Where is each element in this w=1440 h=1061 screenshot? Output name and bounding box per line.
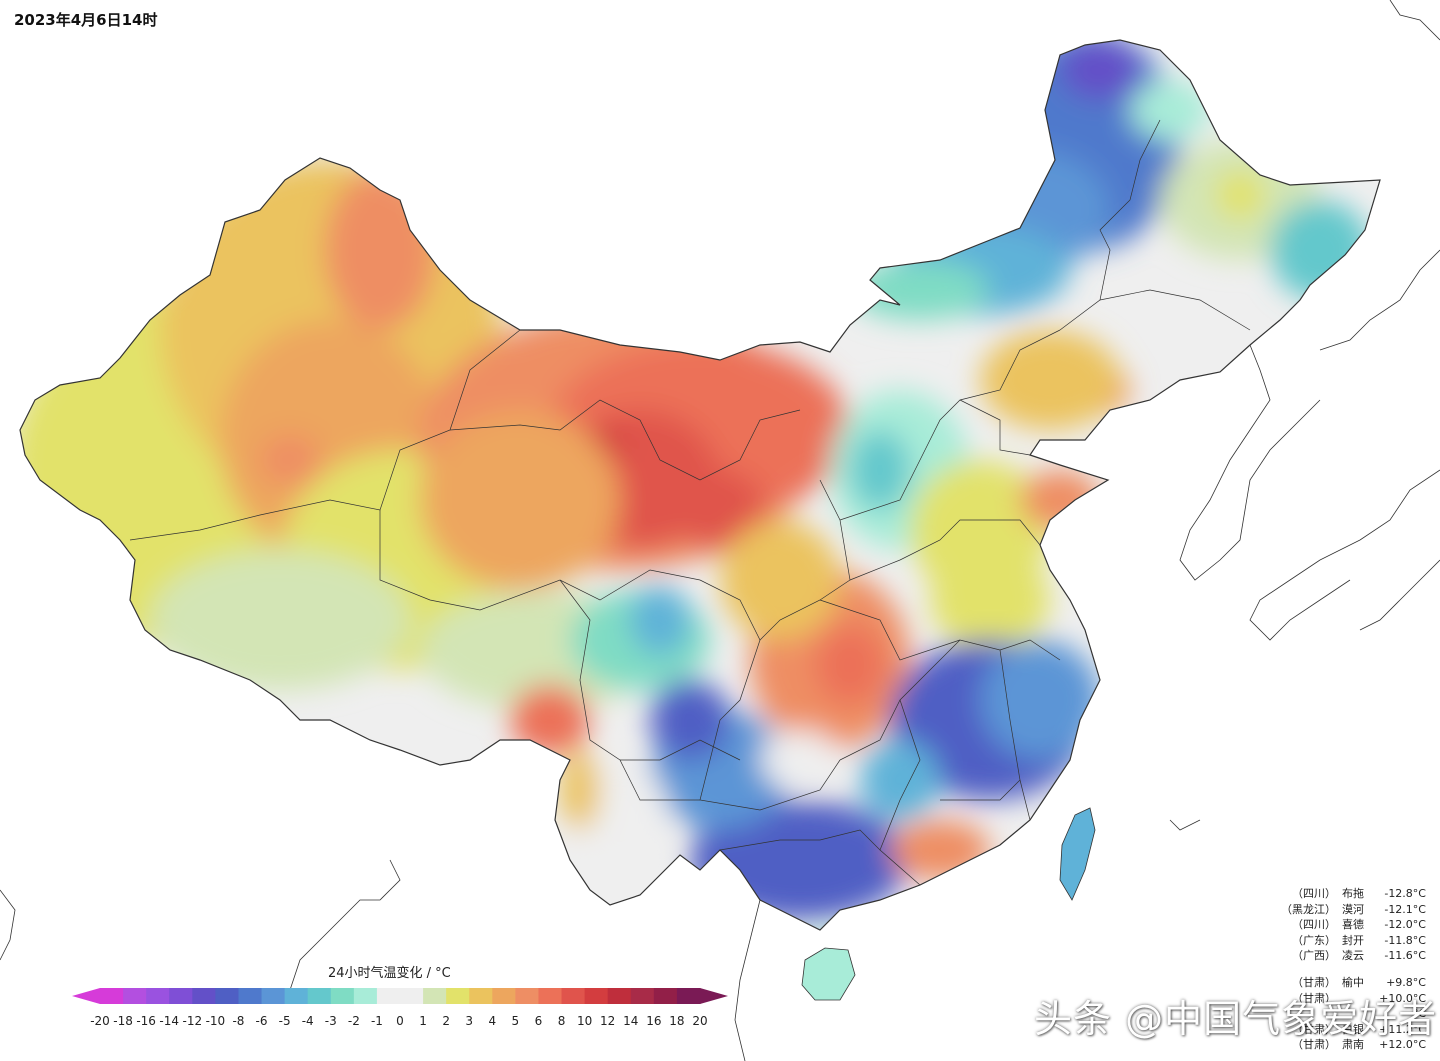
cooling-stations-list: （四川） 布拖 -12.8°C （黑龙江） 漠河 -12.1°C （四川） 喜德 -12.0… — [1280, 886, 1426, 964]
legend-tick-label: 3 — [465, 1014, 474, 1028]
legend-tick-label: -10 — [205, 1014, 226, 1028]
legend-swatch — [238, 988, 263, 1004]
islands — [801, 807, 1096, 1001]
legend-tick-label: -3 — [324, 1014, 337, 1028]
legend-tick-label: -5 — [278, 1014, 291, 1028]
legend-tick-label: 16 — [646, 1014, 662, 1028]
station-row: （广西） 凌云 -11.6°C — [1292, 949, 1426, 962]
legend-tick-label: 5 — [511, 1014, 520, 1028]
watermark: 头条 @中国气象爱好者 — [1034, 997, 1438, 1041]
legend-tick-label: 14 — [623, 1014, 639, 1028]
legend-swatch — [307, 988, 332, 1004]
legend-tick-label: 12 — [600, 1014, 616, 1028]
legend-swatch — [607, 988, 632, 1004]
legend-tick-label: 1 — [419, 1014, 427, 1028]
legend-swatch — [538, 988, 563, 1004]
legend-swatch — [330, 988, 355, 1004]
legend-swatch — [284, 988, 309, 1004]
legend-tick-label: 0 — [396, 1014, 404, 1028]
legend-tick-label: -2 — [347, 1014, 360, 1028]
legend-swatch — [146, 988, 170, 1004]
station-row: （四川） 布拖 -12.8°C — [1292, 887, 1426, 900]
legend-swatch — [676, 988, 701, 1004]
legend-tick-label: -6 — [255, 1014, 268, 1028]
legend-swatch — [584, 988, 609, 1004]
station-row: （甘肃） 白银 +11.2°C — [1292, 1022, 1426, 1036]
legend-swatch — [353, 988, 378, 1004]
legend-swatch — [446, 988, 470, 1004]
china-border — [19, 39, 1381, 931]
legend-tick-label: -8 — [232, 1014, 245, 1028]
legend-swatch — [100, 988, 124, 1004]
station-row: （甘肃） 榆中 +9.8°C — [1292, 976, 1426, 989]
legend-tick-label: 18 — [669, 1014, 685, 1028]
station-row: °C — [1412, 1007, 1426, 1020]
legend-tick-label: 8 — [557, 1014, 566, 1028]
legend-swatch — [123, 988, 147, 1004]
legend-swatch — [492, 988, 516, 1004]
color-legend — [72, 988, 728, 1004]
legend-tick-label: 2 — [442, 1014, 450, 1028]
legend-swatch — [192, 988, 216, 1004]
legend-swatch — [515, 988, 539, 1004]
legend-swatch — [169, 988, 193, 1004]
legend-swatch — [630, 988, 655, 1004]
legend-tick-label: -20 — [90, 1014, 110, 1028]
legend-tick-label: -16 — [136, 1014, 156, 1028]
legend-tick-label: -18 — [113, 1014, 133, 1028]
legend-swatch — [653, 988, 678, 1004]
legend-swatch — [561, 988, 586, 1004]
legend-tick-label: 4 — [488, 1014, 497, 1028]
legend-arrow-left — [72, 988, 100, 1004]
map-title: 2023年4月6日14时 — [14, 11, 158, 29]
legend-title: 24小时气温变化 / °C — [328, 966, 451, 981]
legend-swatch — [423, 988, 447, 1004]
legend-tick-labels: -20 -18 -16 -14 -12 -10 -8 -6 -5 -4 -3 -2 -1 0 1 2 3 4 5 6 8… — [70, 1014, 730, 1030]
station-row: （四川） 喜德 -12.0°C — [1292, 918, 1426, 931]
legend-swatch — [215, 988, 239, 1004]
legend-swatch — [469, 988, 493, 1004]
legend-swatch — [400, 988, 424, 1004]
province-borders — [129, 119, 1251, 886]
legend-arrow-right — [700, 988, 728, 1004]
legend-tick-label: 6 — [534, 1014, 543, 1028]
station-row: （甘肃） +10.0°C — [1292, 991, 1426, 1005]
legend-tick-label: -1 — [370, 1014, 383, 1028]
legend-swatch — [376, 988, 401, 1004]
legend-tick-label: 10 — [576, 1014, 593, 1028]
legend-tick-label: -4 — [301, 1014, 314, 1028]
warming-stations-list: （甘肃） 榆中 +9.8°C （甘肃） +10.0°C °C （甘肃） 白银 +11.2°… — [1280, 975, 1426, 1053]
legend-swatch — [261, 988, 286, 1004]
legend-tick-label: -12 — [182, 1014, 203, 1028]
station-row: （甘肃） 肃南 +12.0°C — [1292, 1038, 1426, 1051]
legend-tick-label: -14 — [159, 1014, 180, 1028]
station-row: （广东） 封开 -11.8°C — [1292, 933, 1426, 947]
legend-tick-label: 20 — [692, 1014, 708, 1028]
station-row: （黑龙江） 漠河 -12.1°C — [1281, 902, 1426, 916]
